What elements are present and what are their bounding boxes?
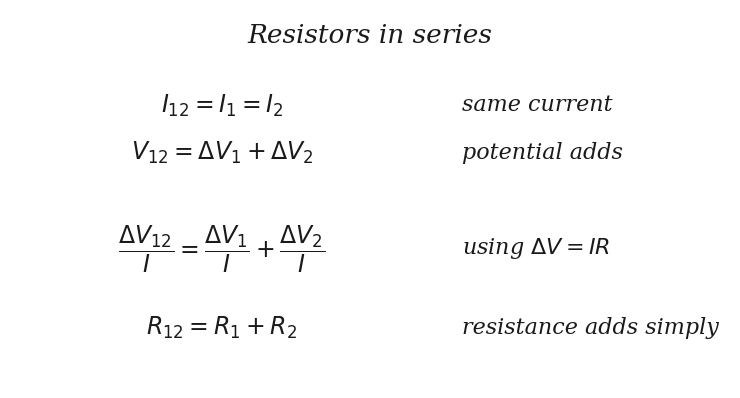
Text: same current: same current	[462, 94, 613, 117]
Text: potential adds: potential adds	[462, 142, 623, 164]
Text: Resistors in series: Resistors in series	[248, 23, 492, 48]
Text: $I_{12} = I_1 = I_2$: $I_{12} = I_1 = I_2$	[161, 92, 283, 119]
Text: resistance adds simply: resistance adds simply	[462, 317, 719, 339]
Text: $R_{12} = R_1 + R_2$: $R_{12} = R_1 + R_2$	[147, 315, 297, 341]
Text: using $\Delta V = IR$: using $\Delta V = IR$	[462, 236, 610, 261]
Text: $\dfrac{\Delta V_{12}}{I} = \dfrac{\Delta V_1}{I} + \dfrac{\Delta V_2}{I}$: $\dfrac{\Delta V_{12}}{I} = \dfrac{\Delt…	[118, 223, 326, 275]
Text: $V_{12} = \Delta V_1 + \Delta V_2$: $V_{12} = \Delta V_1 + \Delta V_2$	[131, 140, 313, 166]
